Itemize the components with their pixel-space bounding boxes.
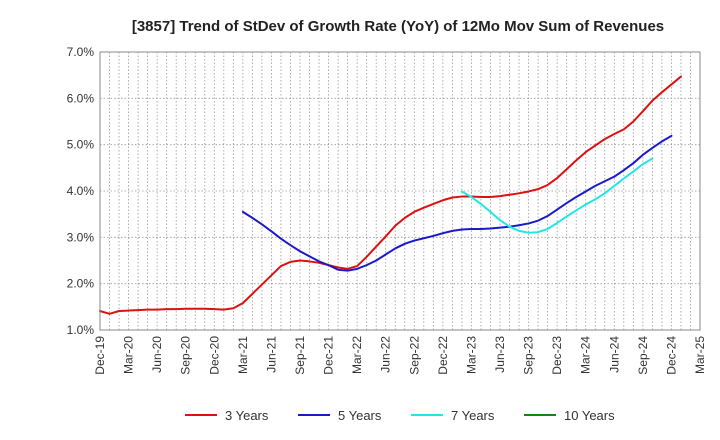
legend-label: 3 Years <box>225 408 269 423</box>
x-tick-label: Dec-22 <box>436 336 450 375</box>
legend-item-3-years: 3 Years <box>185 408 269 423</box>
x-tick-label: Sep-24 <box>636 336 650 375</box>
grid <box>100 52 700 330</box>
legend-label: 5 Years <box>338 408 382 423</box>
x-tick-label: Jun-24 <box>607 336 621 373</box>
y-tick-label: 1.0% <box>67 323 95 337</box>
y-tick-label: 5.0% <box>67 138 95 152</box>
x-tick-label: Mar-25 <box>693 336 707 374</box>
x-tick-label: Sep-23 <box>522 336 536 375</box>
x-tick-label: Mar-23 <box>464 336 478 374</box>
x-tick-label: Mar-21 <box>236 336 250 374</box>
series-line-7-years <box>460 157 654 234</box>
legend-item-10-years: 10 Years <box>524 408 615 423</box>
x-tick-label: Jun-21 <box>264 336 278 373</box>
legend-item-7-years: 7 Years <box>411 408 495 423</box>
y-tick-label: 2.0% <box>67 277 95 291</box>
legend-item-5-years: 5 Years <box>298 408 382 423</box>
chart-title: [3857] Trend of StDev of Growth Rate (Yo… <box>132 18 664 35</box>
series-lines <box>99 75 682 315</box>
legend-label: 7 Years <box>451 408 495 423</box>
x-tick-label: Dec-21 <box>322 336 336 375</box>
x-tick-label: Mar-20 <box>122 336 136 374</box>
y-tick-label: 7.0% <box>67 45 95 59</box>
x-axis-ticks: Dec-19 Mar-20 Jun-20 Sep-20 Dec-20 Mar-21 Jun-… <box>93 336 707 375</box>
x-tick-label: Dec-19 <box>93 336 107 375</box>
plot-area-frame <box>99 51 701 331</box>
x-tick-label: Dec-23 <box>550 336 564 375</box>
x-tick-label: Mar-24 <box>579 336 593 374</box>
x-tick-label: Jun-20 <box>150 336 164 373</box>
x-tick-label: Sep-22 <box>407 336 421 375</box>
y-tick-label: 6.0% <box>67 91 95 105</box>
series-line-3-years <box>99 75 682 315</box>
x-tick-label: Dec-20 <box>207 336 221 375</box>
x-tick-label: Jun-23 <box>493 336 507 373</box>
x-tick-label: Mar-22 <box>350 336 364 374</box>
y-tick-label: 4.0% <box>67 184 95 198</box>
legend-label: 10 Years <box>564 408 615 423</box>
y-tick-label: 3.0% <box>67 230 95 244</box>
y-axis-ticks: 1.0% 2.0% 3.0% 4.0% 5.0% 6.0% 7.0% <box>67 45 95 337</box>
x-tick-label: Sep-21 <box>293 336 307 375</box>
x-tick-label: Sep-20 <box>179 336 193 375</box>
x-tick-label: Dec-24 <box>664 336 678 375</box>
x-tick-label: Jun-22 <box>379 336 393 373</box>
legend: 3 Years 5 Years 7 Years 10 Years <box>185 408 615 423</box>
series-line-5-years <box>241 134 673 272</box>
